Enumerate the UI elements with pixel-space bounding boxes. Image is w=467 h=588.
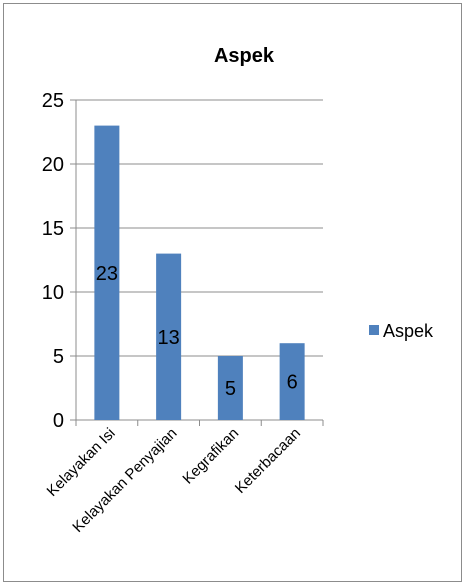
- data-labels: 23 13 5 6: [96, 263, 298, 400]
- bar-kegrafikan: [217, 356, 243, 420]
- data-label: 5: [225, 378, 236, 400]
- bar-keterbacaan: [279, 343, 305, 420]
- data-label: 23: [96, 263, 118, 285]
- x-category-label: Kegrafikan: [179, 425, 242, 488]
- legend-swatch-aspek: [369, 325, 379, 335]
- legend-label-aspek: Aspek: [383, 321, 434, 341]
- y-tick-label: 0: [53, 410, 64, 432]
- chart-title: Aspek: [214, 45, 275, 67]
- x-category-label: Kelayakan Penyajian: [69, 425, 180, 536]
- y-tick-label: 20: [42, 154, 64, 176]
- y-tick-label: 15: [42, 218, 64, 240]
- data-label: 6: [287, 372, 298, 394]
- y-tick-label: 25: [42, 90, 64, 112]
- legend: Aspek: [369, 321, 434, 341]
- bars: [94, 125, 305, 420]
- y-tick-label: 10: [42, 282, 64, 304]
- x-category-label: Keterbacaan: [232, 425, 304, 497]
- bar-kelayakan-penyajian: [156, 253, 182, 420]
- bar-kelayakan-isi: [94, 125, 120, 420]
- chart-frame: Aspek 0 5 10 15 20 25 Kelayakan Isi Kelayakan P…: [3, 3, 462, 582]
- data-label: 13: [158, 327, 180, 349]
- y-tick-label: 5: [53, 346, 64, 368]
